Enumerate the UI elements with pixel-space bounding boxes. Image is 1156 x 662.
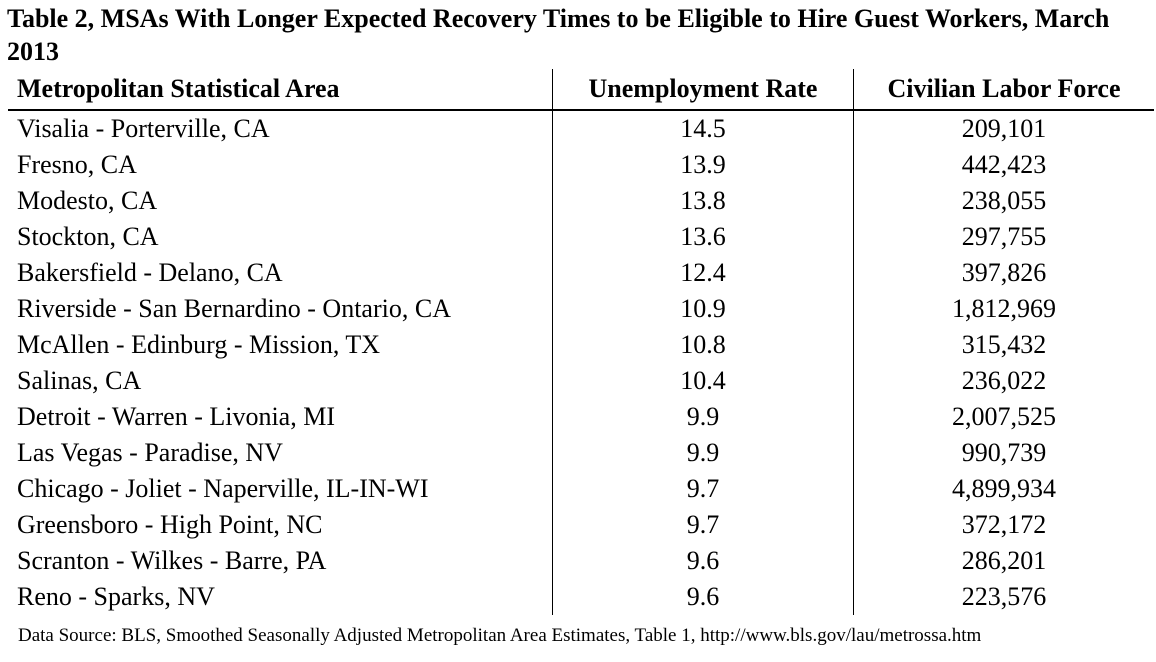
table-row: Stockton, CA 13.6 297,755	[8, 219, 1154, 255]
cell-unemployment-rate: 10.4	[552, 363, 854, 399]
table-row: Detroit - Warren - Livonia, MI 9.9 2,007,5…	[8, 399, 1154, 435]
cell-unemployment-rate: 9.6	[552, 543, 854, 579]
cell-civilian-labor-force: 297,755	[853, 219, 1154, 255]
cell-unemployment-rate: 10.9	[552, 291, 854, 327]
data-source-note: Data Source: BLS, Smoothed Seasonally Ad…	[18, 625, 982, 646]
table-row: Visalia - Porterville, CA 14.5 209,101	[8, 110, 1154, 147]
cell-area: Scranton - Wilkes - Barre, PA	[17, 546, 327, 575]
cell-area: Salinas, CA	[17, 366, 142, 395]
table-row: Riverside - San Bernardino - Ontario, CA…	[8, 291, 1154, 327]
cell-civilian-labor-force: 223,576	[853, 579, 1154, 615]
cell-area: Reno - Sparks, NV	[17, 582, 215, 611]
cell-civilian-labor-force: 1,812,969	[853, 291, 1154, 327]
table-row: Reno - Sparks, NV 9.6 223,576	[8, 579, 1154, 615]
cell-unemployment-rate: 13.6	[552, 219, 854, 255]
cell-area: McAllen - Edinburg - Mission, TX	[17, 330, 381, 359]
cell-area: Fresno, CA	[17, 150, 137, 179]
cell-civilian-labor-force: 315,432	[853, 327, 1154, 363]
cell-unemployment-rate: 13.9	[552, 147, 854, 183]
cell-unemployment-rate: 9.9	[552, 399, 854, 435]
cell-unemployment-rate: 9.7	[552, 471, 854, 507]
cell-area: Stockton, CA	[17, 222, 159, 251]
cell-unemployment-rate: 9.7	[552, 507, 854, 543]
msa-table: Metropolitan Statistical Area Unemployme…	[8, 69, 1154, 615]
table-body: Visalia - Porterville, CA 14.5 209,101 Fres…	[8, 110, 1154, 615]
cell-unemployment-rate: 13.8	[552, 183, 854, 219]
table-row: Las Vegas - Paradise, NV 9.9 990,739	[8, 435, 1154, 471]
table-row: Greensboro - High Point, NC 9.7 372,172	[8, 507, 1154, 543]
header-civilian-labor-force: Civilian Labor Force	[853, 69, 1154, 111]
cell-civilian-labor-force: 238,055	[853, 183, 1154, 219]
cell-unemployment-rate: 10.8	[552, 327, 854, 363]
cell-unemployment-rate: 14.5	[552, 110, 854, 147]
cell-unemployment-rate: 9.9	[552, 435, 854, 471]
table-row: Modesto, CA 13.8 238,055	[8, 183, 1154, 219]
cell-area: Riverside - San Bernardino - Ontario, CA	[17, 294, 451, 323]
header-unemployment-rate: Unemployment Rate	[552, 69, 854, 111]
cell-area: Detroit - Warren - Livonia, MI	[17, 402, 335, 431]
table-title: Table 2, MSAs With Longer Expected Recov…	[7, 4, 1110, 66]
cell-civilian-labor-force: 4,899,934	[853, 471, 1154, 507]
table-row: McAllen - Edinburg - Mission, TX 10.8 315,…	[8, 327, 1154, 363]
header-area: Metropolitan Statistical Area	[8, 69, 553, 111]
table-row: Chicago - Joliet - Naperville, IL-IN-WI 9…	[8, 471, 1154, 507]
cell-civilian-labor-force: 397,826	[853, 255, 1154, 291]
cell-area: Chicago - Joliet - Naperville, IL-IN-WI	[17, 474, 429, 503]
table-row: Bakersfield - Delano, CA 12.4 397,826	[8, 255, 1154, 291]
table-header: Metropolitan Statistical Area Unemployme…	[8, 69, 1154, 111]
table-row: Scranton - Wilkes - Barre, PA 9.6 286,201	[8, 543, 1154, 579]
table-row: Salinas, CA 10.4 236,022	[8, 363, 1154, 399]
cell-area: Greensboro - High Point, NC	[17, 510, 323, 539]
cell-civilian-labor-force: 372,172	[853, 507, 1154, 543]
header-row: Metropolitan Statistical Area Unemployme…	[8, 69, 1154, 111]
cell-civilian-labor-force: 442,423	[853, 147, 1154, 183]
table-row: Fresno, CA 13.9 442,423	[8, 147, 1154, 183]
cell-area: Visalia - Porterville, CA	[17, 114, 270, 143]
cell-civilian-labor-force: 2,007,525	[853, 399, 1154, 435]
cell-unemployment-rate: 12.4	[552, 255, 854, 291]
cell-unemployment-rate: 9.6	[552, 579, 854, 615]
cell-area: Las Vegas - Paradise, NV	[17, 438, 283, 467]
cell-area: Bakersfield - Delano, CA	[17, 258, 283, 287]
cell-area: Modesto, CA	[17, 186, 158, 215]
cell-civilian-labor-force: 286,201	[853, 543, 1154, 579]
cell-civilian-labor-force: 209,101	[853, 110, 1154, 147]
cell-civilian-labor-force: 990,739	[853, 435, 1154, 471]
cell-civilian-labor-force: 236,022	[853, 363, 1154, 399]
